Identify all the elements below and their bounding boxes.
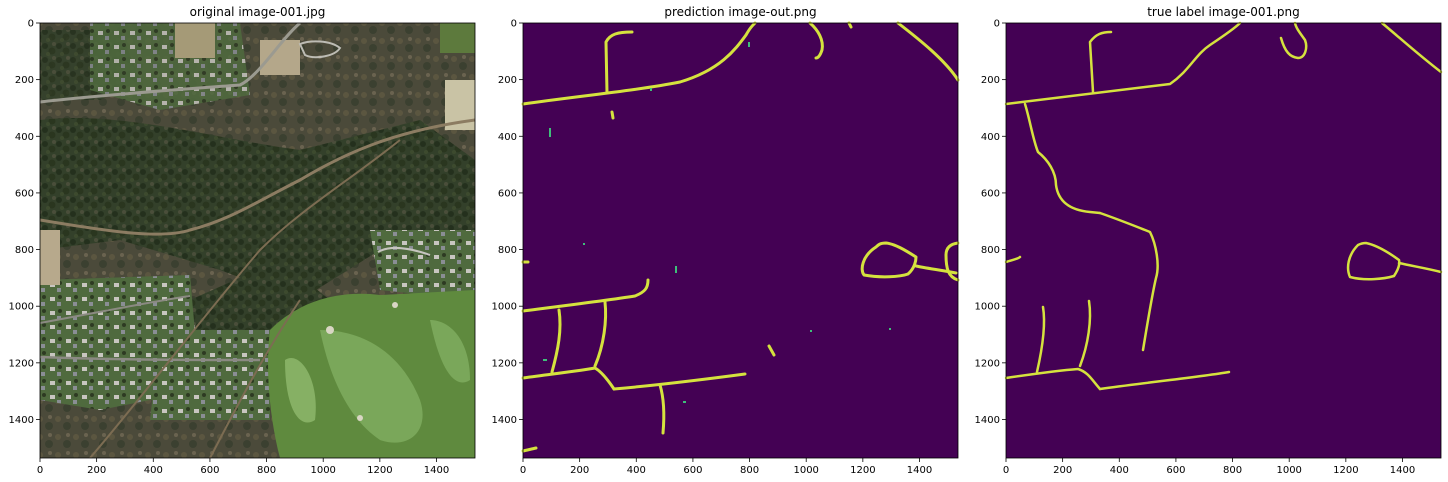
satellite-photo: [40, 23, 475, 458]
y-tick-label: 1000: [9, 302, 34, 313]
axes-frame-prediction: [522, 22, 959, 459]
x-tick-label: 600: [683, 465, 702, 476]
y-tick-label: 200: [981, 75, 1000, 86]
y-tick-label: 1200: [492, 358, 517, 369]
panel-title-prediction: prediction image-out.png: [664, 5, 816, 19]
panel-prediction: prediction image-out.png: [492, 5, 960, 476]
x-tick-label: 1400: [424, 465, 449, 476]
x-tick-label: 1000: [1276, 465, 1301, 476]
x-ticks-true-label: 0 200 400 600 800 1000 1200 1400: [1003, 458, 1415, 476]
axes-frame-true-label: [1005, 22, 1442, 459]
label-roads: [1004, 21, 1443, 391]
panel-title-original: original image-001.jpg: [190, 5, 326, 19]
prediction-mask-background: [523, 23, 958, 458]
panel-true-label: true label image-001.png 0 200 400 600 800 10…: [975, 5, 1443, 476]
y-tick-label: 200: [15, 75, 34, 86]
y-ticks-prediction: 0 200 400 600 800 1000 1200 1400: [492, 19, 523, 426]
x-tick-label: 1000: [793, 465, 818, 476]
x-tick-label: 800: [257, 465, 276, 476]
y-tick-label: 400: [498, 132, 517, 143]
y-tick-label: 0: [511, 19, 517, 30]
x-tick-label: 600: [1166, 465, 1185, 476]
y-tick-label: 200: [498, 75, 517, 86]
prediction-roads: [521, 21, 960, 453]
y-ticks-original: 0 200 400 600 800 1000 1200 1400: [9, 19, 40, 426]
x-tick-label: 200: [570, 465, 589, 476]
panel-original: original image-001.jpg: [9, 5, 476, 476]
x-tick-label: 0: [1003, 465, 1009, 476]
x-ticks-prediction: 0 200 400 600 800 1000 1200 1400: [520, 458, 932, 476]
y-tick-label: 1000: [492, 302, 517, 313]
y-tick-label: 800: [981, 245, 1000, 256]
x-ticks-original: 0 200 400 600 800 1000 1200 1400: [37, 458, 449, 476]
x-tick-label: 400: [1110, 465, 1129, 476]
y-tick-label: 400: [15, 132, 34, 143]
x-tick-label: 200: [87, 465, 106, 476]
y-tick-label: 1400: [975, 415, 1000, 426]
y-tick-label: 0: [994, 19, 1000, 30]
x-tick-label: 0: [37, 465, 43, 476]
y-tick-label: 600: [15, 188, 34, 199]
x-tick-label: 600: [200, 465, 219, 476]
x-tick-label: 1400: [907, 465, 932, 476]
y-tick-label: 600: [498, 188, 517, 199]
y-tick-label: 1000: [975, 302, 1000, 313]
x-tick-label: 200: [1053, 465, 1072, 476]
y-tick-label: 1400: [492, 415, 517, 426]
x-tick-label: 400: [144, 465, 163, 476]
y-tick-label: 1200: [9, 358, 34, 369]
x-tick-label: 1200: [1333, 465, 1358, 476]
y-tick-label: 800: [498, 245, 517, 256]
y-tick-label: 1400: [9, 415, 34, 426]
prediction-speckles: [543, 42, 891, 403]
x-tick-label: 1200: [850, 465, 875, 476]
y-tick-label: 600: [981, 188, 1000, 199]
x-tick-label: 1400: [1390, 465, 1415, 476]
x-tick-label: 1200: [367, 465, 392, 476]
label-mask-background: [1006, 23, 1441, 458]
x-tick-label: 800: [1223, 465, 1242, 476]
panel-title-true-label: true label image-001.png: [1147, 5, 1300, 19]
y-tick-label: 1200: [975, 358, 1000, 369]
x-tick-label: 800: [740, 465, 759, 476]
y-tick-label: 800: [15, 245, 34, 256]
y-ticks-true-label: 0 200 400 600 800 1000 1200 1400: [975, 19, 1006, 426]
y-tick-label: 0: [28, 19, 34, 30]
x-tick-label: 0: [520, 465, 526, 476]
x-tick-label: 1000: [310, 465, 335, 476]
y-tick-label: 400: [981, 132, 1000, 143]
axes-frame-original: [39, 22, 476, 459]
x-tick-label: 400: [627, 465, 646, 476]
